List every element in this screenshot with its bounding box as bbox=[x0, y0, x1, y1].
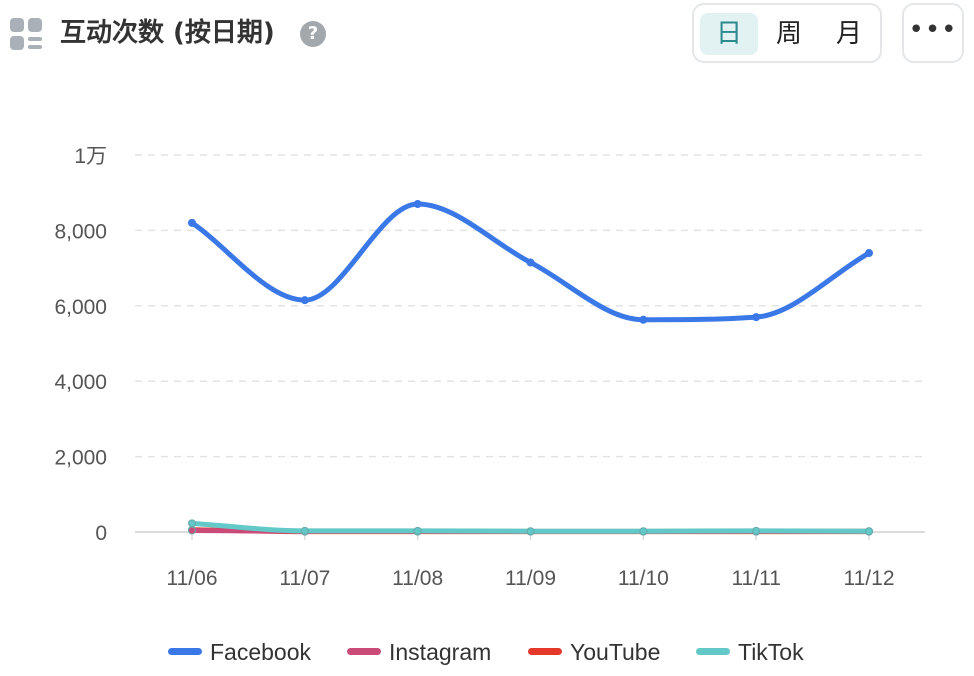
x-tick-label: 11/06 bbox=[167, 567, 218, 590]
data-point-facebook[interactable] bbox=[526, 258, 535, 267]
x-tick-label: 11/12 bbox=[844, 567, 895, 590]
legend-item-instagram[interactable]: Instagram bbox=[347, 636, 507, 668]
series-lines bbox=[188, 200, 873, 536]
data-point-tiktok[interactable] bbox=[865, 527, 873, 536]
y-tick-label: 1万 bbox=[74, 145, 107, 168]
x-tick-label: 11/07 bbox=[279, 567, 330, 590]
y-tick-label: 0 bbox=[95, 522, 107, 545]
axis-labels: 0 2,000 4,000 6,000 8,000 1万 11/06 11/07 11/08 11… bbox=[54, 145, 894, 590]
legend-label-tiktok: TikTok bbox=[738, 639, 804, 665]
legend-label-youtube: YouTube bbox=[570, 639, 661, 665]
period-switcher: 日 周 月 bbox=[692, 3, 882, 63]
data-point-instagram[interactable] bbox=[188, 526, 196, 535]
more-options-button[interactable]: ••• bbox=[902, 3, 964, 63]
question-circle-icon[interactable]: ? bbox=[300, 21, 326, 47]
period-week-button[interactable]: 周 bbox=[775, 19, 802, 49]
x-tick-label: 11/10 bbox=[618, 567, 669, 590]
grid-lines bbox=[135, 154, 925, 540]
x-tick-label: 11/09 bbox=[505, 567, 556, 590]
legend-swatch-youtube bbox=[528, 648, 562, 655]
data-point-facebook[interactable] bbox=[752, 313, 761, 322]
period-day-button[interactable]: 日 bbox=[700, 13, 758, 55]
dashboard-widget-icon bbox=[10, 18, 44, 50]
y-tick-label: 8,000 bbox=[54, 220, 107, 243]
y-tick-label: 4,000 bbox=[54, 371, 107, 394]
chart-legend: Facebook Instagram YouTube TikTok bbox=[0, 636, 974, 668]
data-point-facebook[interactable] bbox=[413, 200, 422, 209]
legend-label-facebook: Facebook bbox=[210, 639, 312, 665]
chart-header: 互动次数 (按日期) ? 日 周 月 ••• bbox=[0, 0, 974, 70]
data-point-tiktok[interactable] bbox=[526, 527, 535, 536]
data-point-tiktok[interactable] bbox=[188, 519, 196, 528]
legend-swatch-instagram bbox=[347, 648, 381, 655]
legend-item-tiktok[interactable]: TikTok bbox=[696, 636, 826, 668]
y-tick-label: 2,000 bbox=[54, 447, 107, 470]
legend-swatch-tiktok bbox=[696, 648, 730, 655]
data-point-facebook[interactable] bbox=[865, 249, 873, 258]
legend-swatch-facebook bbox=[168, 648, 202, 655]
line-chart: 0 2,000 4,000 6,000 8,000 1万 11/06 11/07 11/08 11… bbox=[54, 145, 925, 590]
legend-item-facebook[interactable]: Facebook bbox=[168, 636, 328, 668]
data-point-tiktok[interactable] bbox=[413, 526, 422, 535]
y-tick-label: 6,000 bbox=[54, 296, 107, 319]
legend-item-youtube[interactable]: YouTube bbox=[528, 636, 678, 668]
chart-title: 互动次数 (按日期) bbox=[60, 18, 275, 48]
period-month-button[interactable]: 月 bbox=[835, 19, 862, 49]
legend-label-instagram: Instagram bbox=[389, 639, 492, 665]
data-point-facebook[interactable] bbox=[188, 218, 196, 227]
data-point-tiktok[interactable] bbox=[639, 527, 648, 536]
x-tick-label: 11/11 bbox=[731, 567, 780, 590]
data-point-tiktok[interactable] bbox=[752, 526, 761, 535]
data-point-facebook[interactable] bbox=[639, 315, 648, 324]
data-point-facebook[interactable] bbox=[300, 296, 309, 305]
x-tick-label: 11/08 bbox=[392, 567, 443, 590]
data-point-tiktok[interactable] bbox=[300, 526, 309, 535]
